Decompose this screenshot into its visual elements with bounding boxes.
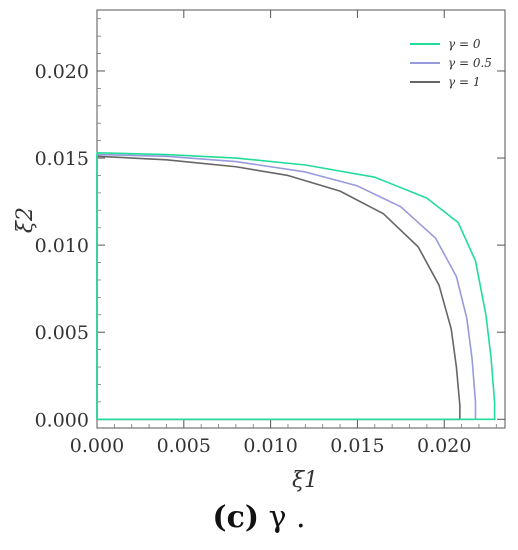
x-tick-label-0: 0.000 — [70, 435, 124, 457]
x-tick-label-1: 0.005 — [157, 435, 211, 457]
y-tick-label-2: 0.010 — [35, 235, 89, 257]
y-tick-label-1: 0.005 — [35, 322, 89, 344]
figure-caption: (c) γ . — [0, 500, 518, 535]
y-tick-label-0: 0.000 — [35, 409, 89, 431]
legend-label-2: γ = 1 — [448, 75, 481, 89]
legend-label-1: γ = 0.5 — [448, 56, 492, 70]
series-line-0 — [96, 152, 496, 421]
x-tick-label-3: 0.015 — [330, 435, 384, 457]
y-axis-label: ξ2 — [13, 207, 38, 233]
series-line-2 — [96, 155, 461, 421]
caption-letter: (c) — [212, 500, 260, 535]
y-tick-label-3: 0.015 — [35, 148, 89, 170]
x-axis-label: ξ1 — [292, 468, 318, 493]
x-tick-label-2: 0.010 — [243, 435, 297, 457]
chart: 0.000 0.005 0.010 0.015 0.020 0.000 0.005 0.010… — [13, 9, 506, 493]
caption-text: γ . — [268, 500, 306, 535]
x-tick-label-4: 0.020 — [417, 435, 471, 457]
legend-label-0: γ = 0 — [448, 37, 481, 51]
series-line-1 — [96, 153, 477, 421]
y-tick-label-4: 0.020 — [35, 61, 89, 83]
plot-frame — [96, 9, 506, 429]
